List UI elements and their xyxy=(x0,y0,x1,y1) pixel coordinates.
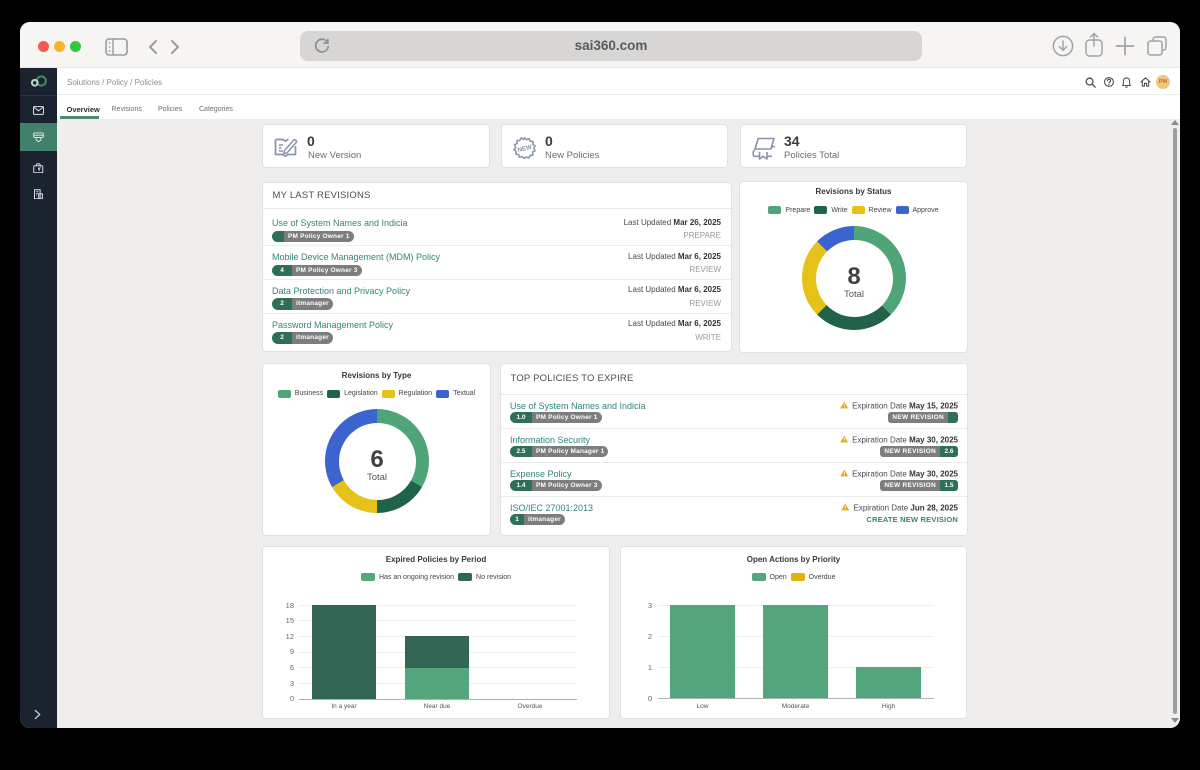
svg-text:NEW: NEW xyxy=(517,144,533,154)
